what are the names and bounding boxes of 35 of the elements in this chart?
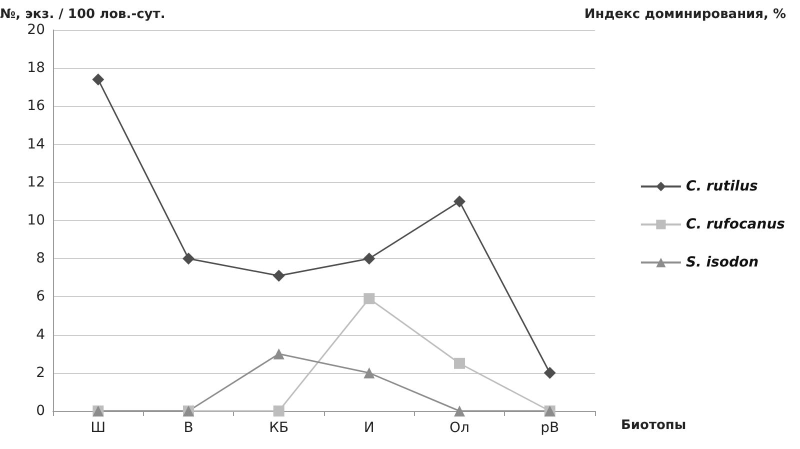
point bbox=[272, 270, 285, 282]
point bbox=[454, 195, 466, 208]
point bbox=[364, 367, 375, 378]
x-axis-title: Биотопы bbox=[621, 418, 686, 433]
point bbox=[454, 358, 465, 369]
y-tick-label: 4 bbox=[36, 326, 46, 343]
x-tick-label: КБ bbox=[269, 420, 289, 436]
point bbox=[454, 406, 465, 416]
point bbox=[182, 252, 194, 265]
point bbox=[544, 366, 556, 379]
y-tick-label: 12 bbox=[27, 174, 45, 190]
point bbox=[364, 293, 375, 304]
x-tick-label: И bbox=[364, 420, 374, 436]
point bbox=[363, 252, 376, 265]
point bbox=[273, 406, 284, 416]
y-tick-label: 6 bbox=[36, 288, 46, 305]
y-tick-label: 0 bbox=[36, 403, 45, 419]
legend-label: S. isodon bbox=[686, 254, 759, 270]
y-tick-label: 2 bbox=[36, 364, 45, 381]
y-tick-label: 16 bbox=[27, 98, 46, 114]
y-tick-label: 20 bbox=[27, 22, 45, 38]
point bbox=[273, 348, 284, 360]
x-tick-label: Ш bbox=[90, 420, 106, 436]
legend-label: C. rutilus bbox=[686, 178, 758, 194]
x-tick-label: В bbox=[184, 420, 194, 436]
text: Индекс доминирования, % bbox=[584, 7, 786, 22]
y-axis-title: №, экз. / 100 лов.-сут. bbox=[0, 7, 166, 22]
y-tick-label: 10 bbox=[27, 212, 45, 228]
y-tick-label: 18 bbox=[27, 60, 45, 76]
x-tick-label: рВ bbox=[540, 420, 560, 436]
point bbox=[92, 74, 104, 86]
legend-label: C. rufocanus bbox=[686, 216, 786, 232]
y-tick-label: 8 bbox=[36, 250, 45, 267]
x-tick-label: Ол bbox=[450, 420, 470, 436]
y-tick-label: 14 bbox=[27, 136, 46, 152]
